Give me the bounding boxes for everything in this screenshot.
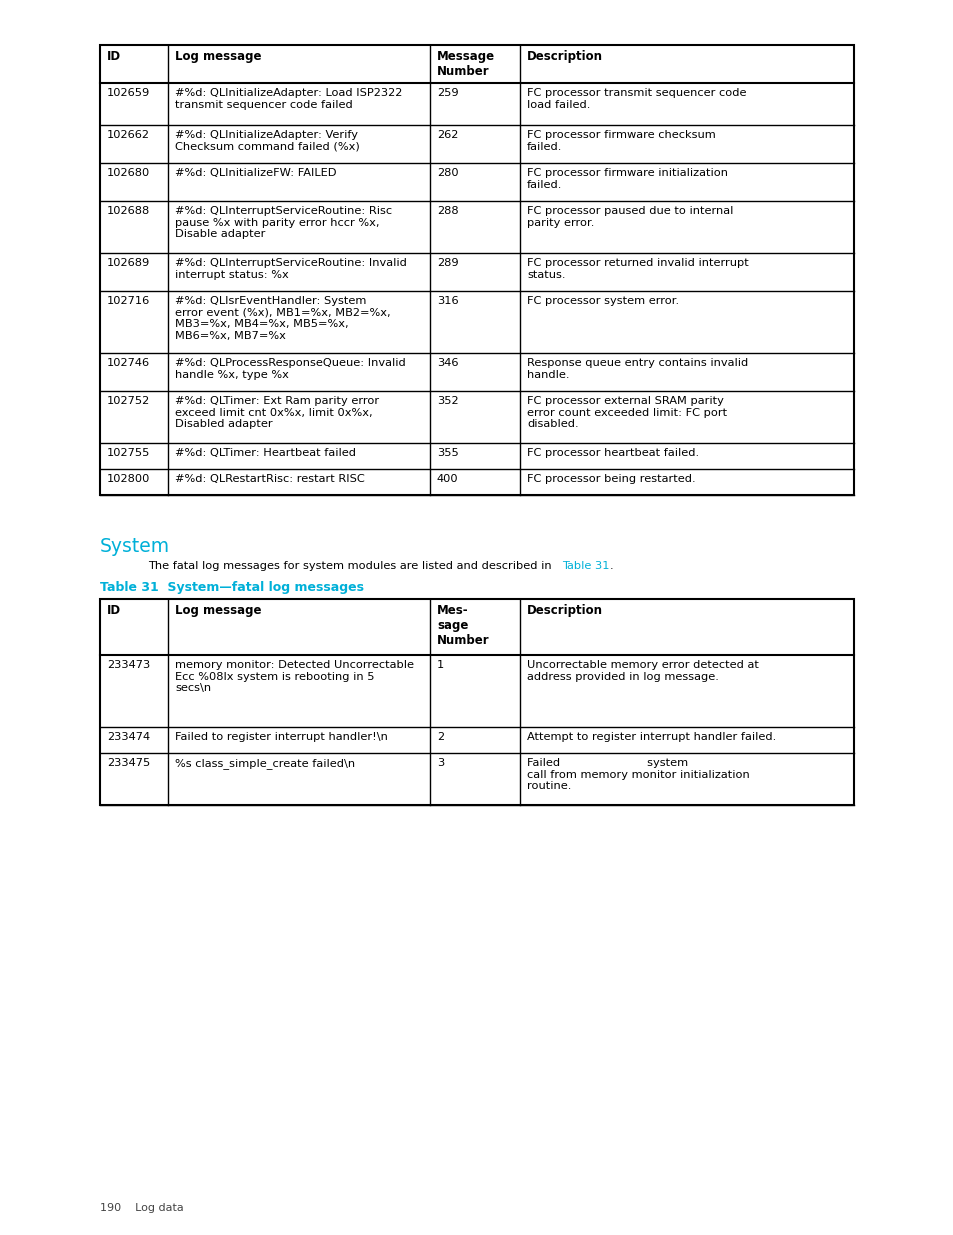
Text: FC processor system error.: FC processor system error. <box>526 296 679 306</box>
Text: 233474: 233474 <box>107 732 150 742</box>
Text: #%d: QLRestartRisc: restart RISC: #%d: QLRestartRisc: restart RISC <box>174 474 364 484</box>
Text: 233475: 233475 <box>107 758 150 768</box>
Text: Uncorrectable memory error detected at
address provided in log message.: Uncorrectable memory error detected at a… <box>526 659 758 682</box>
Text: 352: 352 <box>436 396 458 406</box>
Text: FC processor being restarted.: FC processor being restarted. <box>526 474 695 484</box>
Text: 102680: 102680 <box>107 168 150 178</box>
Text: #%d: QLProcessResponseQueue: Invalid
handle %x, type %x: #%d: QLProcessResponseQueue: Invalid han… <box>174 358 405 379</box>
Text: Description: Description <box>526 604 602 618</box>
Text: FC processor firmware checksum
failed.: FC processor firmware checksum failed. <box>526 130 715 152</box>
Text: 288: 288 <box>436 206 458 216</box>
Text: 262: 262 <box>436 130 457 140</box>
Text: 259: 259 <box>436 88 458 98</box>
Text: 355: 355 <box>436 448 458 458</box>
Text: 1: 1 <box>436 659 444 671</box>
Text: 280: 280 <box>436 168 458 178</box>
Text: Attempt to register interrupt handler failed.: Attempt to register interrupt handler fa… <box>526 732 776 742</box>
Text: 346: 346 <box>436 358 458 368</box>
Text: Message
Number: Message Number <box>436 49 495 78</box>
Text: FC processor firmware initialization
failed.: FC processor firmware initialization fai… <box>526 168 727 190</box>
Text: ID: ID <box>107 49 121 63</box>
Text: FC processor heartbeat failed.: FC processor heartbeat failed. <box>526 448 699 458</box>
Text: Failed to register interrupt handler!\n: Failed to register interrupt handler!\n <box>174 732 388 742</box>
Text: Failed                        system
call from memory monitor initialization
rou: Failed system call from memory monitor i… <box>526 758 749 792</box>
Text: ID: ID <box>107 604 121 618</box>
Text: 102688: 102688 <box>107 206 150 216</box>
Text: #%d: QLInitializeAdapter: Verify
Checksum command failed (%x): #%d: QLInitializeAdapter: Verify Checksu… <box>174 130 359 152</box>
Text: #%d: QLInterruptServiceRoutine: Risc
pause %x with parity error hccr %x,
Disable: #%d: QLInterruptServiceRoutine: Risc pau… <box>174 206 392 240</box>
Text: 316: 316 <box>436 296 458 306</box>
Text: #%d: QLInitializeFW: FAILED: #%d: QLInitializeFW: FAILED <box>174 168 336 178</box>
Text: FC processor paused due to internal
parity error.: FC processor paused due to internal pari… <box>526 206 733 227</box>
Text: 102659: 102659 <box>107 88 150 98</box>
Text: Table 31: Table 31 <box>562 561 609 571</box>
Text: #%d: QLTimer: Heartbeat failed: #%d: QLTimer: Heartbeat failed <box>174 448 355 458</box>
Text: %s class_simple_create failed\n: %s class_simple_create failed\n <box>174 758 355 769</box>
Text: memory monitor: Detected Uncorrectable
Ecc %08lx system is rebooting in 5
secs\n: memory monitor: Detected Uncorrectable E… <box>174 659 414 693</box>
Text: 233473: 233473 <box>107 659 150 671</box>
Text: 289: 289 <box>436 258 458 268</box>
Text: Response queue entry contains invalid
handle.: Response queue entry contains invalid ha… <box>526 358 747 379</box>
Text: Log message: Log message <box>174 604 261 618</box>
Text: Table 31  System—fatal log messages: Table 31 System—fatal log messages <box>100 580 364 594</box>
Text: Log message: Log message <box>174 49 261 63</box>
Text: 400: 400 <box>436 474 458 484</box>
Text: 102689: 102689 <box>107 258 150 268</box>
Text: #%d: QLTimer: Ext Ram parity error
exceed limit cnt 0x%x, limit 0x%x,
Disabled a: #%d: QLTimer: Ext Ram parity error excee… <box>174 396 378 430</box>
Text: #%d: QLInterruptServiceRoutine: Invalid
interrupt status: %x: #%d: QLInterruptServiceRoutine: Invalid … <box>174 258 406 279</box>
Text: 102800: 102800 <box>107 474 151 484</box>
Text: #%d: QLIsrEventHandler: System
error event (%x), MB1=%x, MB2=%x,
MB3=%x, MB4=%x,: #%d: QLIsrEventHandler: System error eve… <box>174 296 390 341</box>
Text: 102716: 102716 <box>107 296 150 306</box>
Text: 190    Log data: 190 Log data <box>100 1203 184 1213</box>
Text: System: System <box>100 537 170 556</box>
Bar <box>100 44 853 495</box>
Text: 102746: 102746 <box>107 358 150 368</box>
Text: .: . <box>609 561 613 571</box>
Text: 102755: 102755 <box>107 448 151 458</box>
Text: The fatal log messages for system modules are listed and described in: The fatal log messages for system module… <box>148 561 555 571</box>
Text: FC processor external SRAM parity
error count exceeded limit: FC port
disabled.: FC processor external SRAM parity error … <box>526 396 726 430</box>
Text: FC processor transmit sequencer code
load failed.: FC processor transmit sequencer code loa… <box>526 88 745 110</box>
Text: 2: 2 <box>436 732 444 742</box>
Text: 3: 3 <box>436 758 444 768</box>
Text: Mes-
sage
Number: Mes- sage Number <box>436 604 489 647</box>
Text: #%d: QLInitializeAdapter: Load ISP2322
transmit sequencer code failed: #%d: QLInitializeAdapter: Load ISP2322 t… <box>174 88 402 110</box>
Text: Description: Description <box>526 49 602 63</box>
Text: 102662: 102662 <box>107 130 150 140</box>
Text: FC processor returned invalid interrupt
status.: FC processor returned invalid interrupt … <box>526 258 748 279</box>
Text: 102752: 102752 <box>107 396 150 406</box>
Bar <box>100 599 853 805</box>
